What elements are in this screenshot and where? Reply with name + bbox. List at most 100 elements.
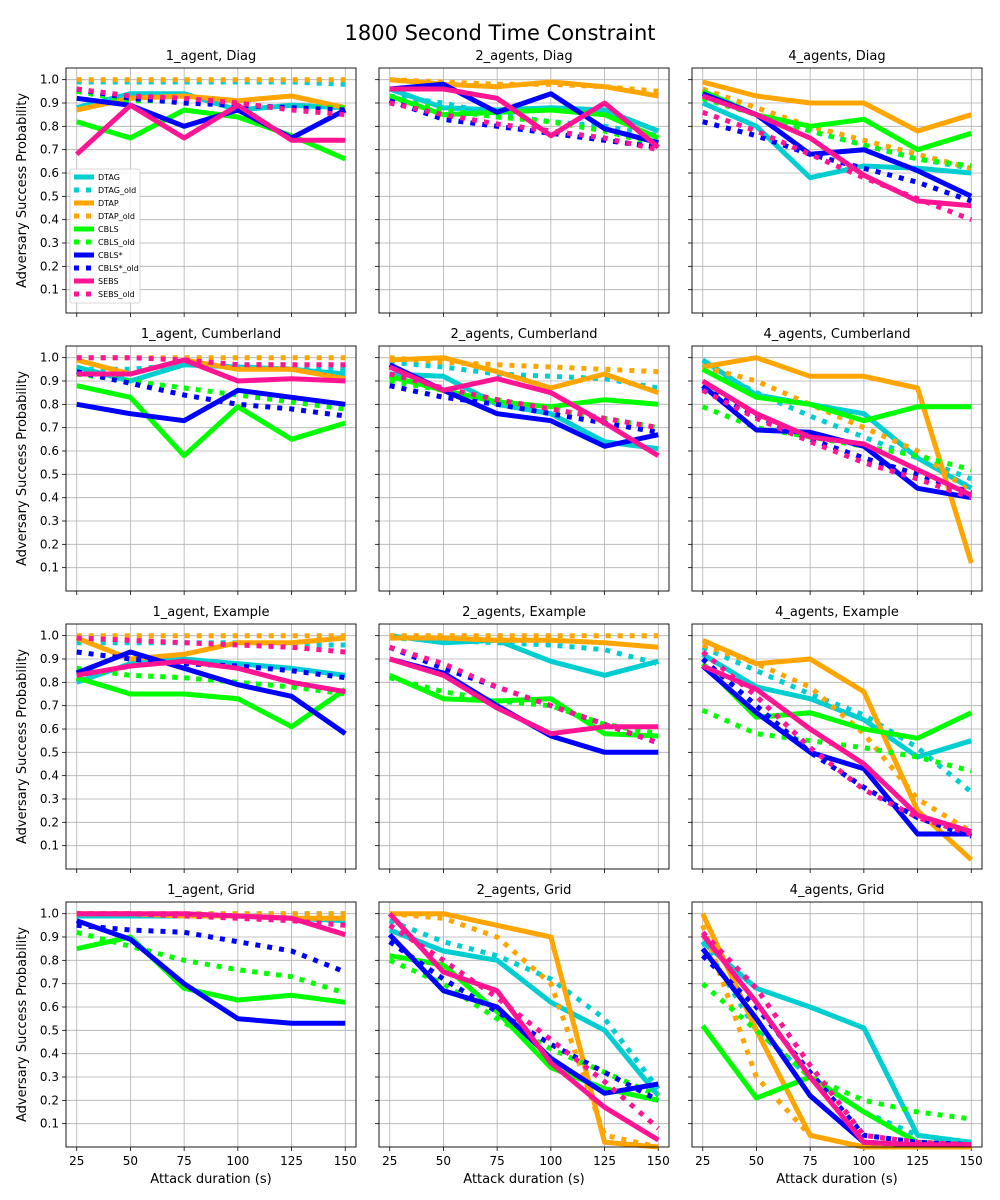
- series-line-cbls-old: [76, 929, 347, 996]
- x-axis-label: Attack duration (s): [150, 1172, 271, 1187]
- subplot-6: 4_agents, Cumberland: [688, 327, 983, 595]
- series-line-sebs: [75, 102, 346, 157]
- subplot-3: 4_agents, Diag: [688, 49, 983, 317]
- subplot-9: 4_agents, Example: [688, 605, 983, 873]
- series-line-dtap: [389, 355, 660, 396]
- y-tick-label: 1.0: [40, 907, 59, 921]
- subplot-frame: [691, 623, 983, 870]
- series-line-dtag: [701, 652, 973, 760]
- x-tick-label: 125: [593, 1154, 616, 1168]
- y-tick-label: 0.2: [40, 537, 59, 551]
- y-tick-label: 0.1: [40, 839, 59, 853]
- x-tick-label: 150: [647, 1154, 670, 1168]
- x-axis-label: Attack duration (s): [463, 1172, 584, 1187]
- series-line-cbls-old: [76, 665, 346, 697]
- series-line-cbls: [388, 673, 659, 739]
- series-line-sebs: [76, 658, 346, 695]
- legend-label: CBLS_old: [98, 238, 135, 247]
- x-tick-label: 75: [177, 1154, 192, 1168]
- series-line-cblsstar-old: [701, 657, 973, 839]
- y-tick-label: 0.2: [40, 259, 59, 273]
- series-line-dtag: [388, 927, 661, 1098]
- y-tick-label: 0.5: [40, 467, 59, 481]
- x-tick-label: 25: [695, 1154, 710, 1168]
- y-tick-label: 0.4: [40, 213, 59, 227]
- subplot-title: 4_agents, Example: [775, 605, 899, 620]
- series-line-dtap-old: [700, 924, 972, 1150]
- subplot-frame: [378, 67, 670, 314]
- series-line-cbls: [75, 675, 347, 730]
- x-tick-label: 125: [280, 1154, 303, 1168]
- subplot-1: 1_agent, Diag 0.1 0.2 0.3 0.4 0.5 0.6 0.7 0.8 0.9…: [15, 49, 357, 317]
- y-tick-label: 0.1: [40, 1117, 59, 1131]
- y-tick-label: 1.0: [40, 73, 59, 87]
- subplot-12: 4_agents, Grid 25 50 75 100 125 150 Attack dura…: [688, 883, 983, 1187]
- y-tick-label: 0.9: [40, 652, 59, 666]
- y-tick-label: 0.2: [40, 815, 59, 829]
- series-line-cbls-old: [389, 378, 659, 431]
- y-axis-label: Adversary Success Probability: [15, 649, 30, 844]
- series-line-sebs-old: [388, 923, 660, 1131]
- x-tick-label: 50: [436, 1154, 451, 1168]
- legend-label: CBLS*: [98, 251, 123, 260]
- series-line-cbls: [76, 383, 347, 459]
- series-line-cblsstar: [75, 918, 346, 1026]
- series-line-cbls: [700, 661, 973, 741]
- series-line-sebs: [701, 378, 973, 498]
- series-line-dtag: [389, 633, 659, 678]
- series-line-cblsstar-old: [388, 98, 659, 150]
- series-line-cblsstar-old: [388, 644, 660, 746]
- subplot-frame: [691, 901, 983, 1148]
- y-tick-label: 1.0: [40, 629, 59, 643]
- subplot-title: 1_agent, Example: [153, 605, 270, 620]
- y-tick-label: 0.3: [40, 1070, 59, 1084]
- subplot-frame: [65, 67, 357, 314]
- y-tick-label: 0.7: [40, 699, 59, 713]
- x-tick-label: 100: [852, 1154, 875, 1168]
- subplot-frame: [65, 623, 357, 870]
- series-line-sebs-old: [389, 371, 659, 431]
- y-tick-label: 0.4: [40, 491, 59, 505]
- x-tick-label: 75: [803, 1154, 818, 1168]
- series-line-cblsstar-old: [389, 383, 659, 435]
- series-line-sebs: [389, 86, 660, 150]
- series-line-sebs: [701, 663, 973, 835]
- x-tick-label: 150: [334, 1154, 357, 1168]
- y-tick-label: 0.5: [40, 189, 59, 203]
- subplot-title: 1_agent, Diag: [166, 49, 256, 64]
- panels: 1_agent, Diag 0.1 0.2 0.3 0.4 0.5 0.6 0.7 0.8 0.9…: [15, 49, 983, 1187]
- x-tick-label: 25: [69, 1154, 84, 1168]
- y-tick-label: 1.0: [40, 351, 59, 365]
- series-line-cblsstar: [75, 649, 347, 736]
- series-line-dtap: [702, 355, 974, 564]
- series-line-dtag: [701, 939, 972, 1145]
- series-line-cbls: [76, 934, 346, 1005]
- subplot-frame: [691, 67, 983, 314]
- y-tick-label: 0.8: [40, 953, 59, 967]
- y-tick-label: 0.7: [40, 143, 59, 157]
- series-line-cbls-old: [701, 981, 972, 1122]
- legend-label: SEBS_old: [98, 290, 135, 299]
- legend-label: CBLS*_old: [98, 264, 139, 273]
- series-line-sebs-old: [76, 635, 346, 655]
- series-line-cblsstar-old: [76, 86, 346, 113]
- x-tick-label: 125: [906, 1154, 929, 1168]
- series-line-sebs: [700, 933, 972, 1148]
- subplot-4: 1_agent, Cumberland 0.1 0.2 0.3 0.4 0.5 0.6 0.7…: [15, 327, 357, 595]
- subplot-title: 1_agent, Cumberland: [141, 327, 281, 342]
- subplot-title: 4_agents, Cumberland: [763, 327, 910, 342]
- subplot-11: 2_agents, Grid 25 50 75 100 125 150 Attack dura…: [375, 883, 670, 1187]
- series-line-sebs: [76, 357, 346, 384]
- series-line-dtag-old: [701, 645, 973, 794]
- series-line-sebs-old: [701, 388, 973, 501]
- subplot-frame: [378, 345, 670, 592]
- subplot-5: 2_agents, Cumberland: [375, 327, 670, 595]
- subplot-frame: [378, 901, 670, 1148]
- subplot-title: 2_agents, Diag: [475, 49, 572, 64]
- y-tick-label: 0.2: [40, 1093, 59, 1107]
- y-tick-label: 0.4: [40, 769, 59, 783]
- series-line-cbls-old: [76, 371, 346, 412]
- series-line-dtag-old: [388, 918, 661, 1091]
- y-tick-label: 0.6: [40, 444, 59, 458]
- legend-label: DTAG: [98, 173, 120, 182]
